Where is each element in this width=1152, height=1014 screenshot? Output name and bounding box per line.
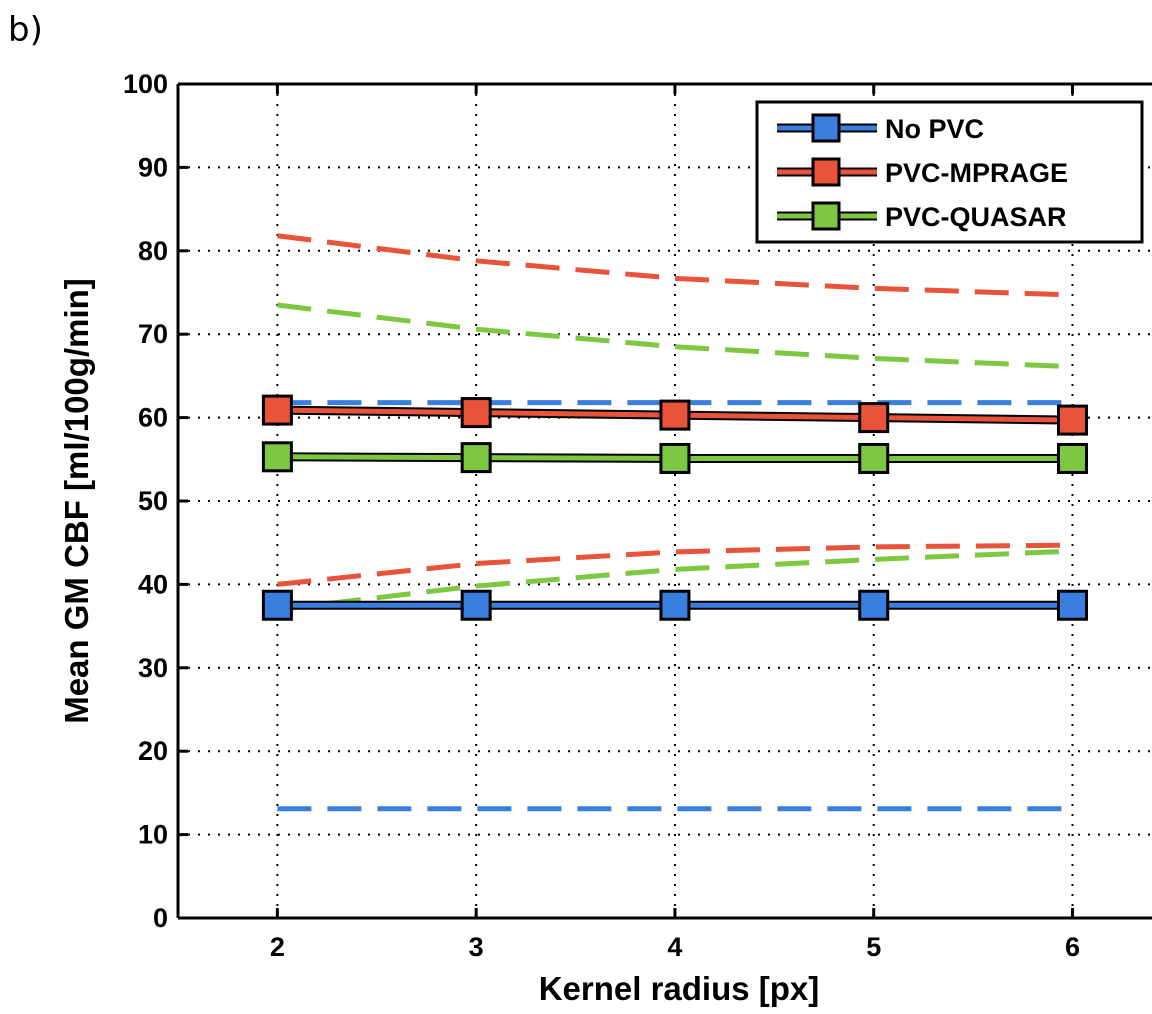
data-point-marker xyxy=(659,589,691,621)
x-axis-title: Kernel radius [px] xyxy=(539,970,820,1007)
y-tick-labels: 0 10 20 30 40 50 60 70 80 90 100 xyxy=(123,69,168,933)
y-tick-label: 10 xyxy=(138,820,168,850)
data-point-marker xyxy=(460,442,492,474)
data-point-marker xyxy=(261,441,293,473)
series-lower-bound xyxy=(277,548,1073,612)
series-lines xyxy=(261,394,1088,621)
series-lower-bound xyxy=(277,542,1073,587)
legend-entry: No PVC xyxy=(777,113,984,144)
y-tick-label: 70 xyxy=(138,319,168,349)
legend-label: PVC-MPRAGE xyxy=(885,158,1068,188)
data-point-marker xyxy=(659,399,691,431)
axes xyxy=(176,82,1152,920)
data-point-marker xyxy=(1056,404,1088,436)
y-tick-label: 80 xyxy=(138,236,168,266)
y-tick-label: 90 xyxy=(138,152,168,182)
x-tick-label: 2 xyxy=(270,932,285,962)
data-point-marker xyxy=(261,394,293,426)
x-tick-label: 3 xyxy=(469,932,484,962)
y-tick-label: 20 xyxy=(138,736,168,766)
y-tick-label: 60 xyxy=(138,403,168,433)
y-axis-title: Mean GM CBF [ml/100g/min] xyxy=(58,278,95,724)
x-tick-labels: 2 3 4 5 6 xyxy=(270,932,1080,962)
legend-label: PVC-QUASAR xyxy=(885,202,1067,232)
series-upper-bound xyxy=(277,233,1073,298)
x-tick-label: 4 xyxy=(667,932,682,962)
data-point-marker xyxy=(659,442,691,474)
series-bounds xyxy=(277,233,1073,812)
legend-marker xyxy=(811,157,841,187)
legend: No PVC PVC-MPRAGE PVC-QUASAR xyxy=(755,100,1144,244)
y-tick-label: 100 xyxy=(123,69,168,99)
data-point-marker xyxy=(858,402,890,434)
series-upper-bound xyxy=(277,302,1073,370)
legend-entry: PVC-QUASAR xyxy=(777,201,1067,232)
data-point-marker xyxy=(858,442,890,474)
legend-marker xyxy=(811,113,841,143)
legend-label: No PVC xyxy=(885,114,984,144)
x-tick-label: 5 xyxy=(866,932,881,962)
data-point-marker xyxy=(858,589,890,621)
y-tick-label: 0 xyxy=(153,903,168,933)
data-point-marker xyxy=(460,397,492,429)
y-tick-label: 30 xyxy=(138,653,168,683)
x-tick-label: 6 xyxy=(1065,932,1080,962)
y-tick-label: 40 xyxy=(138,569,168,599)
y-tick-label: 50 xyxy=(138,486,168,516)
data-point-marker xyxy=(460,589,492,621)
data-point-marker xyxy=(261,589,293,621)
data-point-marker xyxy=(1056,589,1088,621)
legend-marker xyxy=(811,201,841,231)
data-point-marker xyxy=(1056,442,1088,474)
panel-label: b) xyxy=(8,10,43,50)
legend-entry: PVC-MPRAGE xyxy=(777,157,1068,188)
